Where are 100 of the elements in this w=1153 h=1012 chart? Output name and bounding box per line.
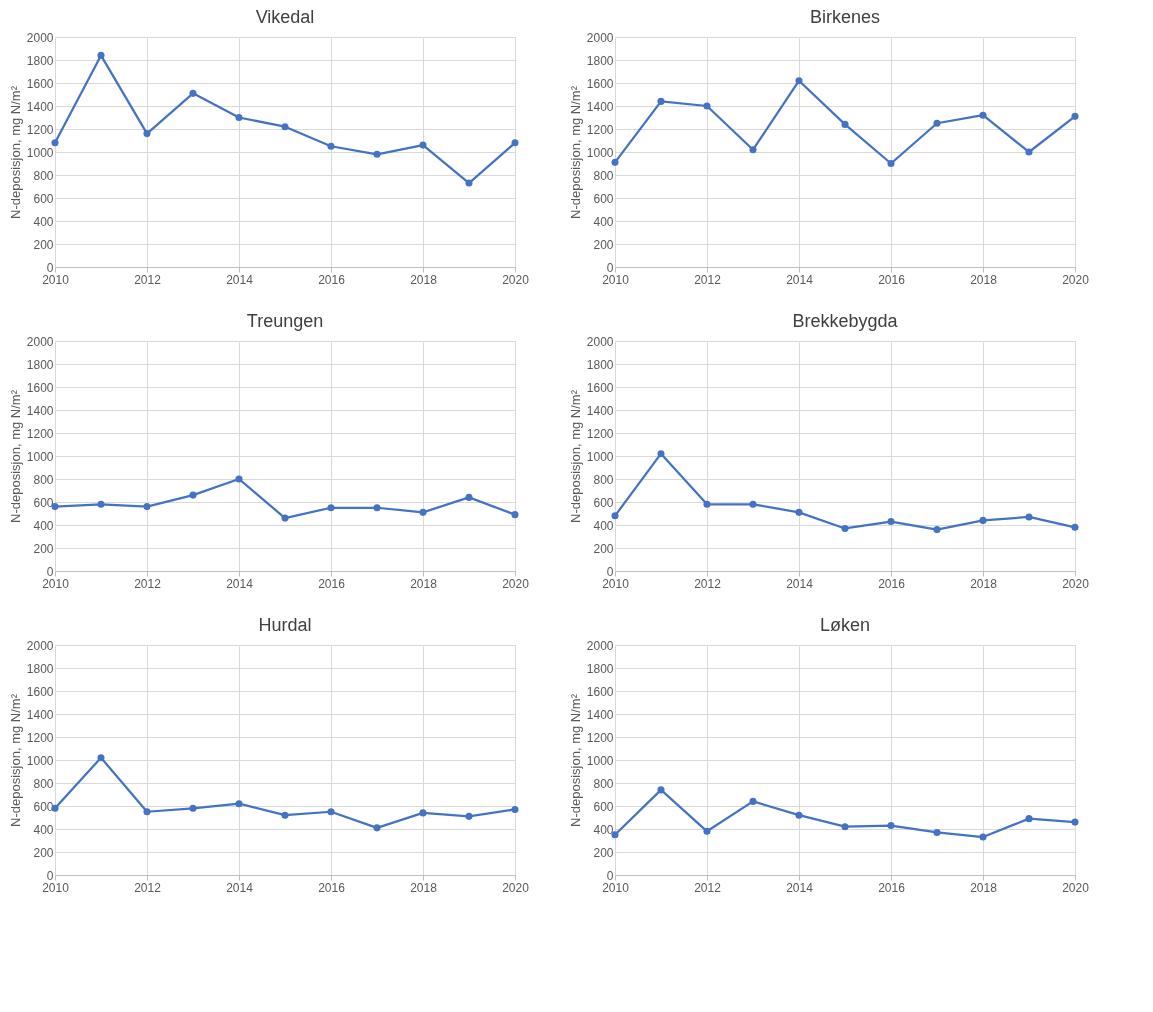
y-tick-label: 800 xyxy=(33,472,54,487)
y-tick-label: 400 xyxy=(593,518,614,533)
point xyxy=(143,503,151,511)
y-tick-label: 1400 xyxy=(26,403,54,418)
x-tick-label: 2010 xyxy=(42,880,70,895)
y-tick-label: 1400 xyxy=(26,99,54,114)
point xyxy=(189,491,197,499)
y-tick-label: 1800 xyxy=(586,357,614,372)
point xyxy=(235,475,243,483)
point xyxy=(703,102,711,110)
point xyxy=(97,500,105,508)
y-axis-title: N-deposisjon, mg N/m² xyxy=(567,389,583,523)
point xyxy=(979,516,987,524)
x-tick-label: 2020 xyxy=(1062,880,1090,895)
point xyxy=(327,808,335,816)
x-tick-label: 2014 xyxy=(786,272,814,287)
y-tick-label: 600 xyxy=(33,495,54,510)
y-tick-label: 800 xyxy=(593,472,614,487)
point xyxy=(419,508,427,516)
y-tick-label: 600 xyxy=(33,191,54,206)
y-tick-label: 1000 xyxy=(586,449,614,464)
y-tick-label: 1600 xyxy=(26,380,54,395)
point xyxy=(143,130,151,138)
y-tick-label: 1400 xyxy=(586,99,614,114)
point xyxy=(795,811,803,819)
y-tick-label: 200 xyxy=(593,845,614,860)
y-tick-label: 0 xyxy=(606,868,614,883)
x-tick-label: 2018 xyxy=(970,576,998,591)
x-tick-label: 2014 xyxy=(226,880,254,895)
y-tick-label: 800 xyxy=(593,776,614,791)
point xyxy=(511,139,519,147)
point xyxy=(979,111,987,119)
y-axis-title: N-deposisjon, mg N/m² xyxy=(567,693,583,827)
point xyxy=(1071,523,1079,531)
point xyxy=(611,831,619,839)
point xyxy=(887,822,895,830)
y-tick-label: 1600 xyxy=(586,380,614,395)
y-axis-title: N-deposisjon, mg N/m² xyxy=(7,693,23,827)
y-tick-label: 800 xyxy=(33,168,54,183)
chart-title: Hurdal xyxy=(258,615,312,635)
x-tick-label: 2012 xyxy=(134,272,162,287)
x-tick-label: 2012 xyxy=(694,272,722,287)
x-tick-label: 2010 xyxy=(602,272,630,287)
x-tick-label: 2012 xyxy=(694,576,722,591)
y-tick-label: 400 xyxy=(33,822,54,837)
y-tick-label: 0 xyxy=(606,564,614,579)
y-tick-label: 1000 xyxy=(26,145,54,160)
y-axis-title: N-deposisjon, mg N/m² xyxy=(7,85,23,219)
point xyxy=(465,179,473,187)
x-tick-label: 2016 xyxy=(878,272,906,287)
y-tick-label: 800 xyxy=(593,168,614,183)
y-axis-title: N-deposisjon, mg N/m² xyxy=(7,389,23,523)
point xyxy=(795,77,803,85)
y-tick-label: 1600 xyxy=(26,684,54,699)
point xyxy=(511,805,519,813)
point xyxy=(933,119,941,127)
x-tick-label: 2014 xyxy=(226,576,254,591)
y-tick-label: 400 xyxy=(33,518,54,533)
point xyxy=(97,754,105,762)
x-tick-label: 2014 xyxy=(226,272,254,287)
chart-title: Treungen xyxy=(246,311,324,331)
point xyxy=(841,524,849,532)
y-tick-label: 2000 xyxy=(26,638,54,653)
y-tick-label: 1600 xyxy=(26,76,54,91)
point xyxy=(143,808,151,816)
y-tick-label: 1000 xyxy=(26,753,54,768)
point xyxy=(841,120,849,128)
point xyxy=(281,123,289,131)
y-tick-label: 1200 xyxy=(586,122,614,137)
x-tick-label: 2016 xyxy=(878,880,906,895)
point xyxy=(373,824,381,832)
y-tick-label: 1200 xyxy=(26,122,54,137)
point xyxy=(749,500,757,508)
point xyxy=(327,142,335,150)
point xyxy=(465,493,473,501)
chart-title: Birkenes xyxy=(809,7,881,27)
y-tick-label: 1600 xyxy=(586,76,614,91)
point xyxy=(979,833,987,841)
y-tick-label: 1800 xyxy=(586,661,614,676)
x-tick-label: 2018 xyxy=(410,272,438,287)
x-tick-label: 2012 xyxy=(134,576,162,591)
y-tick-label: 1400 xyxy=(26,707,54,722)
x-tick-label: 2016 xyxy=(318,576,346,591)
point xyxy=(51,139,59,147)
chart-title: Vikedal xyxy=(255,7,315,27)
x-tick-label: 2016 xyxy=(878,576,906,591)
x-tick-label: 2014 xyxy=(786,880,814,895)
y-tick-label: 1800 xyxy=(26,53,54,68)
x-tick-label: 2016 xyxy=(318,272,346,287)
point xyxy=(281,811,289,819)
point xyxy=(97,51,105,59)
x-tick-label: 2010 xyxy=(602,576,630,591)
chart-title: Brekkebygda xyxy=(792,311,899,331)
point xyxy=(611,512,619,520)
y-tick-label: 400 xyxy=(593,822,614,837)
point xyxy=(703,827,711,835)
point xyxy=(887,159,895,168)
point xyxy=(281,514,289,522)
y-tick-label: 1200 xyxy=(586,730,614,745)
point xyxy=(933,526,941,534)
